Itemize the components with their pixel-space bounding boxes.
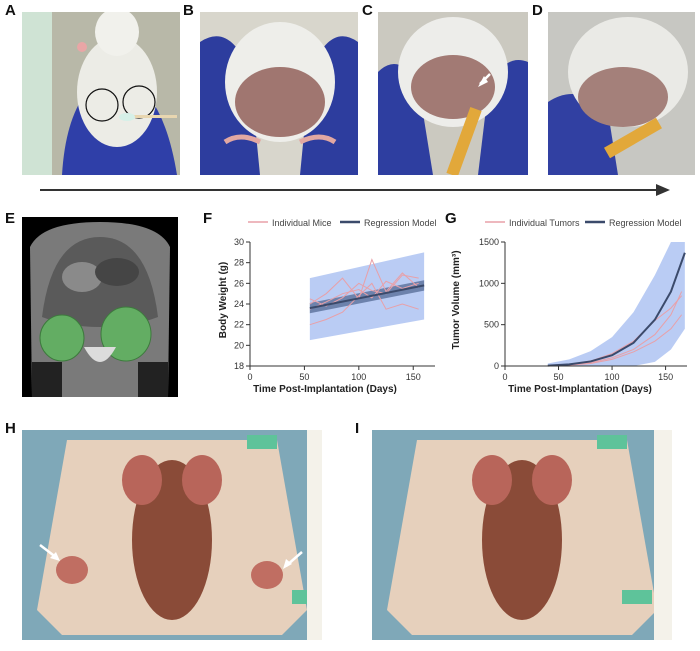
y-tick-label: 1000 — [479, 278, 499, 288]
legend-label-regression: Regression Model — [364, 218, 437, 228]
y-tick-label: 28 — [234, 258, 244, 268]
series-line-individual — [309, 282, 419, 326]
x-tick-label: 50 — [299, 372, 309, 382]
photo-shaved-mouse — [200, 12, 358, 175]
x-tick-label: 0 — [502, 372, 507, 382]
y-tick-label: 500 — [484, 320, 499, 330]
x-tick-label: 100 — [351, 372, 366, 382]
y-tick-label: 1500 — [479, 237, 499, 247]
timeline-arrow — [40, 184, 670, 196]
x-tick-label: 50 — [554, 372, 564, 382]
tumor-volume-chart: Individual Tumors Regression Model 0 50 10… — [451, 218, 687, 395]
x-tick-label: 0 — [247, 372, 252, 382]
legend-label-individual: Individual Mice — [272, 218, 332, 228]
series-line-individual — [547, 314, 683, 367]
chart-legend: Individual Tumors Regression Model — [485, 218, 682, 228]
regression-line — [547, 252, 686, 367]
chart-legend: Individual Mice Regression Model — [248, 218, 437, 228]
x-tick-label: 150 — [658, 372, 673, 382]
y-tick-label: 22 — [234, 320, 244, 330]
y-tick-label: 30 — [234, 237, 244, 247]
y-tick-label: 0 — [494, 361, 499, 371]
photo-dissection-tumors-removed — [372, 430, 672, 640]
x-axis-label: Time Post-Implantation (Days) — [508, 384, 652, 395]
panel-label-h: H — [5, 420, 16, 437]
panel-label-a: A — [5, 2, 16, 19]
prediction-band — [547, 242, 685, 366]
y-tick-label: 26 — [234, 278, 244, 288]
series-line-individual — [309, 280, 419, 310]
photo-mouse-injection-site-marking — [22, 12, 180, 175]
panel-label-i: I — [355, 420, 360, 437]
legend-label-individual: Individual Tumors — [509, 218, 580, 228]
panel-label-d: D — [532, 2, 543, 19]
y-tick-label: 20 — [234, 340, 244, 350]
x-tick-label: 150 — [406, 372, 421, 382]
panel-label-c: C — [362, 2, 373, 19]
legend-label-regression: Regression Model — [609, 218, 682, 228]
y-tick-label: 24 — [234, 299, 244, 309]
y-tick-label: 18 — [234, 361, 244, 371]
panel-label-e: E — [5, 210, 16, 227]
y-axis-label: Body Weight (g) — [218, 262, 229, 338]
photo-dissection-with-tumors — [22, 430, 322, 640]
photo-tumor-cell-injection — [378, 12, 528, 175]
panel-label-f: F — [203, 210, 213, 227]
photo-contralateral-injection — [548, 12, 695, 175]
series-line-individual — [309, 258, 420, 305]
mri-image-segmented-tumors — [22, 217, 178, 397]
panel-label-b: B — [183, 2, 194, 19]
x-axis-label: Time Post-Implantation (Days) — [253, 384, 397, 395]
body-weight-chart: Individual Mice Regression Model 0 50 100 1… — [218, 218, 437, 395]
x-tick-label: 100 — [605, 372, 620, 382]
y-axis-label: Tumor Volume (mm³) — [451, 250, 462, 349]
panel-label-g: G — [445, 210, 457, 227]
regression-line — [309, 284, 425, 310]
